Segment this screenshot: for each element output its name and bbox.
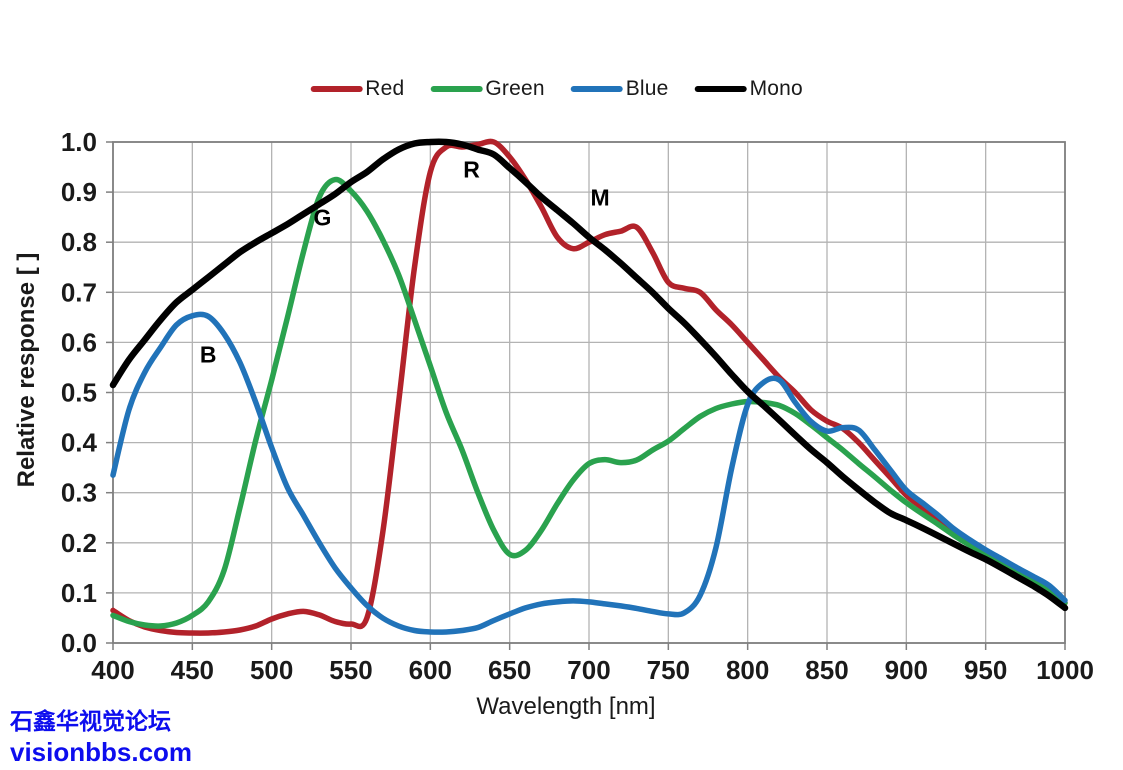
x-tick-label: 850 bbox=[805, 655, 848, 685]
watermark-site-url: visionbbs.com bbox=[10, 737, 193, 767]
legend-label: Red bbox=[365, 77, 405, 100]
y-tick-label: 0.1 bbox=[61, 578, 97, 608]
y-tick-label: 0.4 bbox=[61, 428, 98, 458]
legend-swatch-blue bbox=[570, 86, 623, 92]
x-tick-label: 900 bbox=[885, 655, 928, 685]
legend-swatch-green bbox=[430, 86, 483, 92]
x-tick-label: 500 bbox=[250, 655, 293, 685]
plot-frame bbox=[112, 141, 1066, 644]
x-tick-label: 550 bbox=[329, 655, 372, 685]
legend-label: Mono bbox=[749, 77, 803, 100]
legend-item-mono: Mono bbox=[694, 77, 803, 101]
y-tick-label: 0.6 bbox=[61, 327, 97, 357]
legend-item-green: Green bbox=[430, 77, 545, 101]
curve-green bbox=[110, 176, 1068, 629]
curve-annotation-g: G bbox=[313, 204, 332, 231]
y-tick-label: 0.3 bbox=[61, 478, 97, 508]
legend-item-red: Red bbox=[310, 77, 404, 101]
y-tick-label: 0.0 bbox=[61, 628, 97, 658]
legend-label: Blue bbox=[625, 77, 669, 100]
watermark: 石鑫华视觉论坛 visionbbs.com bbox=[10, 708, 193, 767]
legend-swatch-mono bbox=[694, 86, 747, 92]
y-tick-label: 0.8 bbox=[61, 227, 97, 257]
x-tick-label: 800 bbox=[726, 655, 769, 685]
x-axis-title: Wavelength [nm] bbox=[476, 693, 656, 720]
y-tick-label: 0.7 bbox=[61, 277, 97, 307]
curve-blue bbox=[110, 311, 1068, 635]
y-tick-label: 0.9 bbox=[61, 177, 97, 207]
curve-mono bbox=[109, 138, 1069, 612]
x-tick-label: 450 bbox=[171, 655, 214, 685]
legend-swatch-red bbox=[310, 86, 363, 92]
y-axis-title: Relative response [ ] bbox=[13, 252, 40, 488]
curve-annotation-m: M bbox=[590, 184, 610, 211]
legend-item-blue: Blue bbox=[570, 77, 669, 101]
curve-red bbox=[110, 138, 1068, 636]
watermark-forum-name: 石鑫华视觉论坛 bbox=[10, 708, 171, 734]
x-tick-label: 1000 bbox=[1036, 655, 1094, 685]
x-tick-label: 950 bbox=[964, 655, 1007, 685]
y-tick-label: 1.0 bbox=[61, 127, 97, 157]
x-tick-label: 400 bbox=[91, 655, 134, 685]
y-tick-label: 0.5 bbox=[61, 378, 97, 408]
x-tick-label: 650 bbox=[488, 655, 531, 685]
x-tick-label: 700 bbox=[567, 655, 610, 685]
x-tick-label: 750 bbox=[647, 655, 690, 685]
legend-label: Green bbox=[485, 77, 545, 100]
y-tick-label: 0.2 bbox=[61, 528, 97, 558]
x-tick-label: 600 bbox=[409, 655, 452, 685]
curve-annotation-r: R bbox=[463, 156, 480, 183]
chart-legend: Red Green Blue Mono bbox=[310, 76, 803, 102]
curve-annotation-b: B bbox=[199, 341, 217, 368]
